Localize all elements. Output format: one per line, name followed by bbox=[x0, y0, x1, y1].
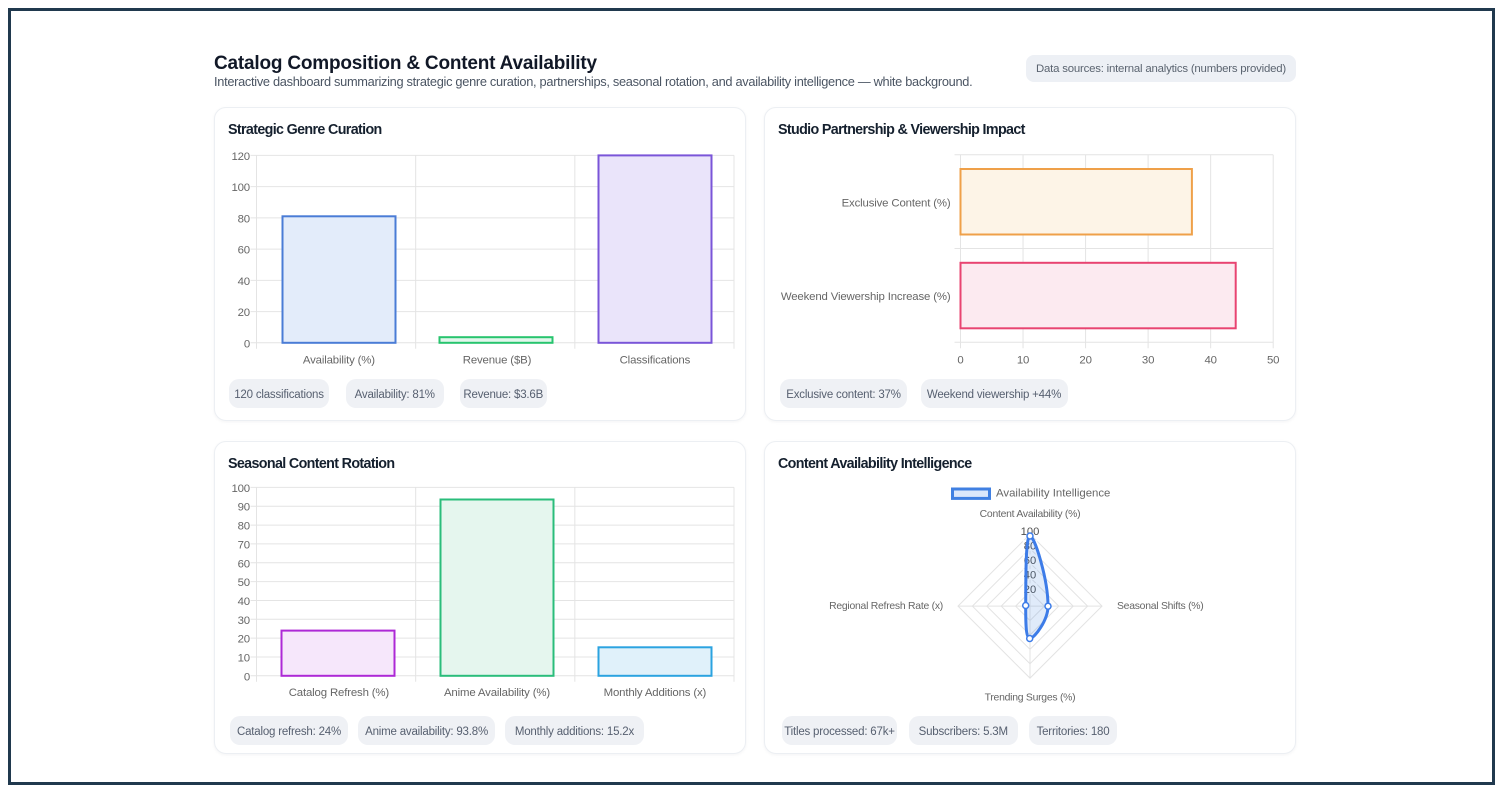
svg-text:Weekend Viewership Increase (%: Weekend Viewership Increase (%) bbox=[781, 291, 951, 303]
svg-text:40: 40 bbox=[238, 596, 250, 608]
svg-text:20: 20 bbox=[238, 307, 250, 319]
svg-text:30: 30 bbox=[1142, 355, 1154, 367]
svg-text:Catalog Refresh (%): Catalog Refresh (%) bbox=[289, 687, 390, 699]
svg-text:60: 60 bbox=[238, 245, 250, 257]
svg-text:0: 0 bbox=[244, 338, 250, 350]
svg-text:Seasonal Shifts (%): Seasonal Shifts (%) bbox=[1117, 601, 1204, 612]
svg-text:0: 0 bbox=[244, 671, 250, 683]
svg-text:50: 50 bbox=[1267, 355, 1279, 367]
svg-text:Content Availability (%): Content Availability (%) bbox=[980, 509, 1081, 520]
svg-text:70: 70 bbox=[238, 539, 250, 551]
svg-text:Classifications: Classifications bbox=[620, 355, 691, 367]
svg-text:50: 50 bbox=[238, 577, 250, 589]
svg-text:100: 100 bbox=[1021, 526, 1040, 538]
svg-text:Revenue ($B): Revenue ($B) bbox=[463, 355, 532, 367]
svg-text:20: 20 bbox=[1079, 355, 1091, 367]
svg-text:80: 80 bbox=[238, 521, 250, 533]
svg-text:Anime Availability (%): Anime Availability (%) bbox=[444, 687, 550, 699]
svg-text:Availability Intelligence: Availability Intelligence bbox=[996, 488, 1110, 500]
svg-text:40: 40 bbox=[1204, 355, 1216, 367]
svg-text:40: 40 bbox=[238, 276, 250, 288]
svg-text:0: 0 bbox=[957, 355, 963, 367]
svg-text:120: 120 bbox=[231, 151, 250, 163]
svg-text:30: 30 bbox=[238, 615, 250, 627]
svg-text:10: 10 bbox=[1017, 355, 1029, 367]
svg-text:80: 80 bbox=[238, 213, 250, 225]
svg-text:100: 100 bbox=[231, 182, 250, 194]
svg-text:100: 100 bbox=[231, 483, 250, 495]
svg-text:90: 90 bbox=[238, 502, 250, 514]
svg-text:Trending Surges (%): Trending Surges (%) bbox=[985, 692, 1076, 703]
svg-text:60: 60 bbox=[238, 558, 250, 570]
svg-text:20: 20 bbox=[238, 634, 250, 646]
svg-text:Availability (%): Availability (%) bbox=[303, 355, 375, 367]
svg-text:10: 10 bbox=[238, 652, 250, 664]
svg-text:Regional Refresh Rate (x): Regional Refresh Rate (x) bbox=[829, 601, 943, 612]
svg-text:Monthly Additions (x): Monthly Additions (x) bbox=[604, 687, 707, 699]
svg-text:Exclusive Content (%): Exclusive Content (%) bbox=[842, 198, 951, 210]
